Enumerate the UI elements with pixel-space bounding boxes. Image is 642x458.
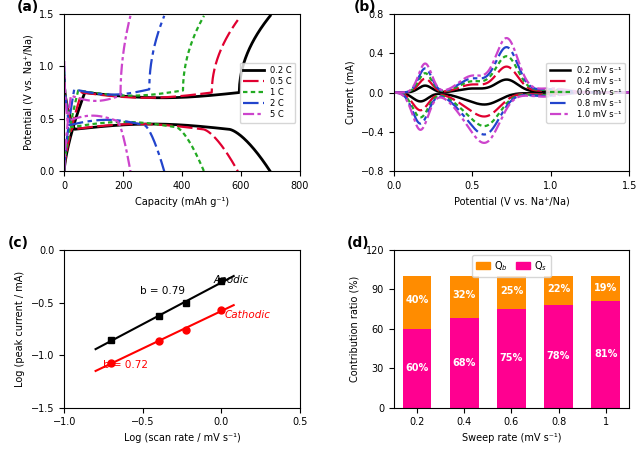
- Bar: [450, 276, 478, 318]
- Y-axis label: Current (mA): Current (mA): [345, 61, 355, 124]
- Text: b = 0.79: b = 0.79: [139, 286, 184, 296]
- Legend: Q$_b$, Q$_s$: Q$_b$, Q$_s$: [472, 255, 551, 277]
- Bar: [403, 329, 431, 408]
- X-axis label: Log (scan rate / mV s⁻¹): Log (scan rate / mV s⁻¹): [123, 433, 240, 443]
- Y-axis label: Potential (V vs. Na⁺/Na): Potential (V vs. Na⁺/Na): [24, 35, 33, 150]
- Bar: [403, 276, 431, 329]
- Text: Anodic: Anodic: [213, 275, 248, 285]
- Text: 68%: 68%: [453, 358, 476, 368]
- Text: 40%: 40%: [406, 295, 429, 305]
- Text: b = 0.72: b = 0.72: [103, 360, 148, 370]
- Text: 75%: 75%: [500, 354, 523, 363]
- Y-axis label: Log (peak current / mA): Log (peak current / mA): [15, 271, 26, 387]
- X-axis label: Potential (V vs. Na⁺/Na): Potential (V vs. Na⁺/Na): [454, 196, 569, 207]
- Text: (d): (d): [347, 236, 369, 250]
- Text: 19%: 19%: [594, 283, 617, 293]
- Text: 60%: 60%: [406, 363, 429, 373]
- Text: (b): (b): [354, 0, 376, 14]
- X-axis label: Capacity (mAh g⁻¹): Capacity (mAh g⁻¹): [135, 196, 229, 207]
- Bar: [591, 276, 620, 301]
- Text: 32%: 32%: [453, 290, 476, 300]
- Bar: [544, 276, 573, 305]
- Bar: [498, 276, 526, 309]
- Text: (a): (a): [17, 0, 39, 14]
- Text: 81%: 81%: [594, 349, 618, 360]
- Text: 25%: 25%: [500, 286, 523, 296]
- Bar: [544, 305, 573, 408]
- Text: Cathodic: Cathodic: [224, 311, 270, 320]
- Text: 22%: 22%: [547, 284, 570, 294]
- Legend: 0.2 mV s⁻¹, 0.4 mV s⁻¹, 0.6 mV s⁻¹, 0.8 mV s⁻¹, 1.0 mV s⁻¹: 0.2 mV s⁻¹, 0.4 mV s⁻¹, 0.6 mV s⁻¹, 0.8 …: [546, 62, 625, 123]
- Bar: [591, 301, 620, 408]
- X-axis label: Sweep rate (mV s⁻¹): Sweep rate (mV s⁻¹): [462, 433, 561, 443]
- Text: 78%: 78%: [547, 351, 570, 361]
- Bar: [450, 318, 478, 408]
- Text: (c): (c): [8, 236, 29, 250]
- Legend: 0.2 C, 0.5 C, 1 C, 2 C, 5 C: 0.2 C, 0.5 C, 1 C, 2 C, 5 C: [239, 62, 295, 123]
- Bar: [498, 309, 526, 408]
- Y-axis label: Contribution ratio (%): Contribution ratio (%): [350, 276, 360, 382]
